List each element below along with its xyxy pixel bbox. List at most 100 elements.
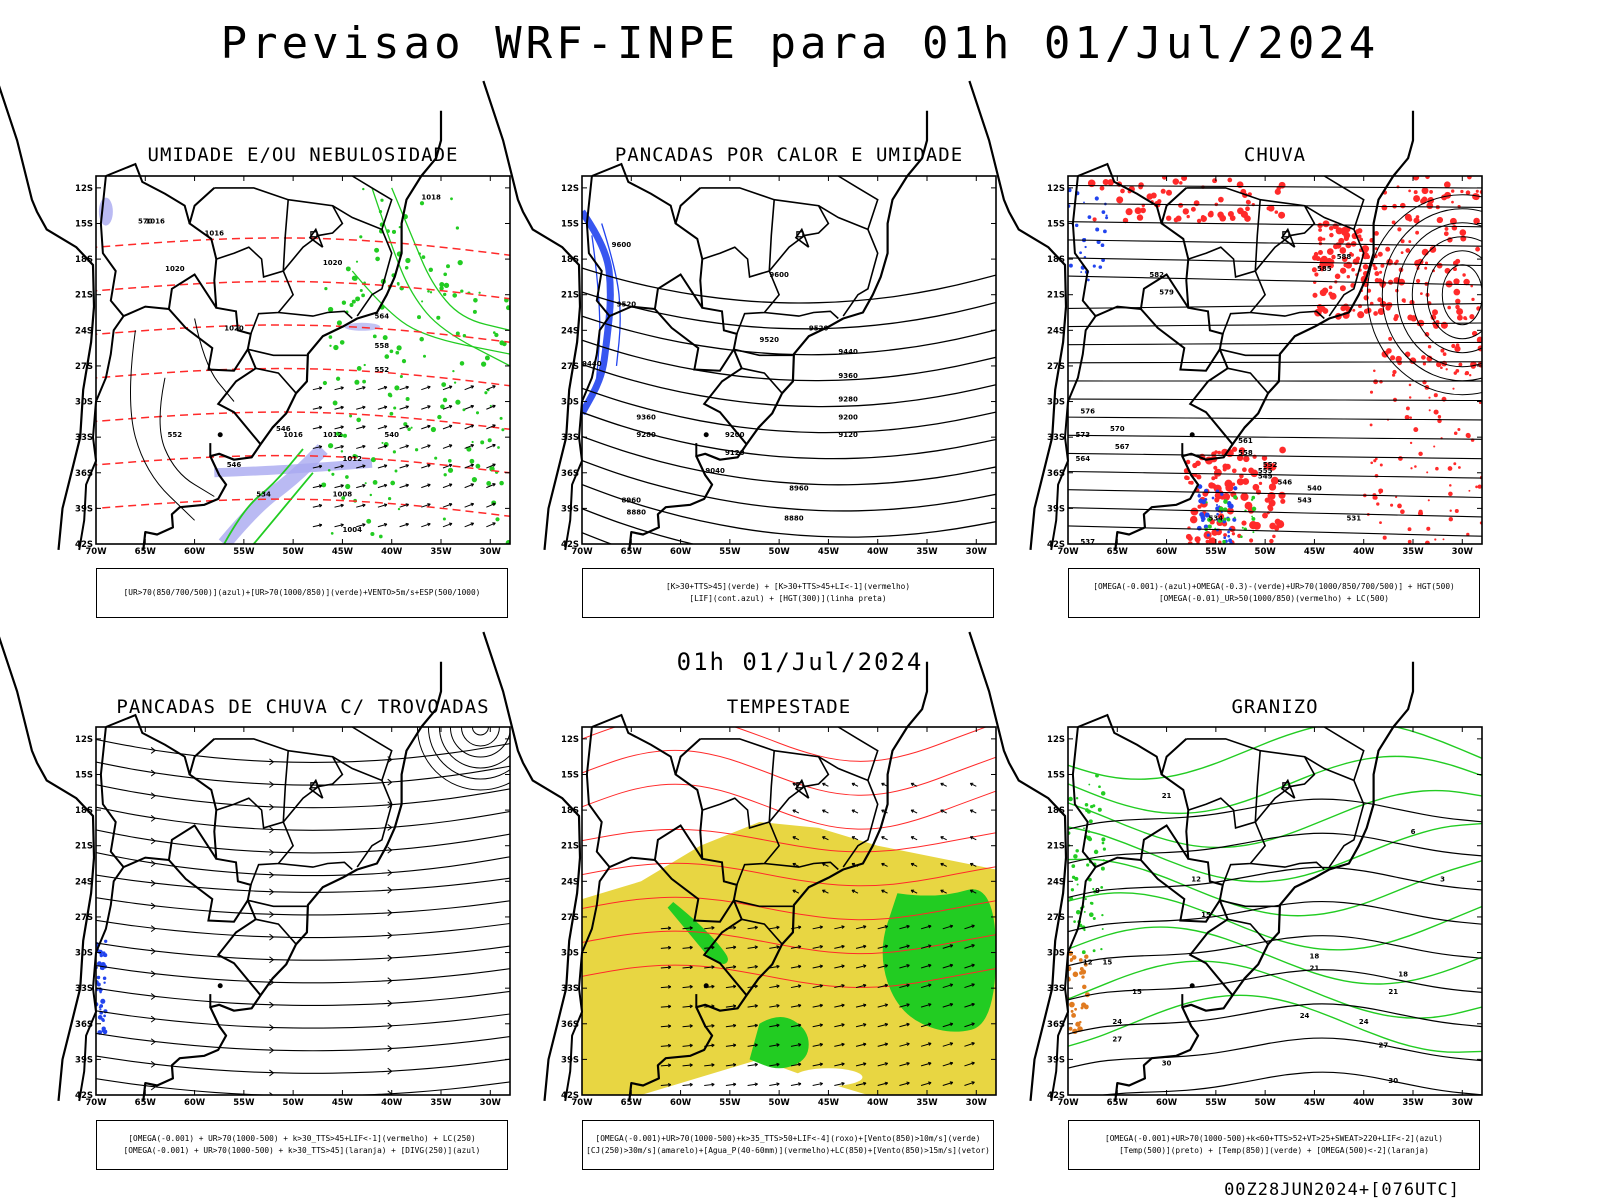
temp500-contour xyxy=(1099,1071,1482,1095)
rain-cells xyxy=(1440,348,1445,353)
rain-cells xyxy=(1208,537,1217,544)
lon-label: 60W xyxy=(1156,547,1178,557)
rain-cells xyxy=(1185,459,1191,465)
thickness-contour xyxy=(96,498,510,518)
rain-cells xyxy=(1404,414,1410,420)
lon-label: 35W xyxy=(1402,547,1424,557)
lat-label: 42S xyxy=(1047,540,1065,550)
humidity-1000-cells xyxy=(349,414,353,418)
wind-arrow xyxy=(863,944,867,949)
omega500-cells xyxy=(1074,1007,1078,1011)
wind-arrow xyxy=(949,983,954,987)
state-border xyxy=(837,175,879,230)
omega-strong-cells xyxy=(1223,499,1228,504)
humidity-1000-cells xyxy=(480,361,487,367)
rain-cells xyxy=(1374,230,1379,236)
wind-arrow xyxy=(704,927,715,930)
state-border xyxy=(308,227,324,248)
coastline xyxy=(1114,661,1415,1102)
panel-chuva: CHUVA xyxy=(1068,144,1482,614)
rain-cells xyxy=(1463,278,1470,286)
contour-label: 12 xyxy=(1083,958,1093,966)
basemap xyxy=(968,631,1415,1102)
humidity-1000-cells xyxy=(446,264,450,269)
wind-arrow xyxy=(881,862,885,867)
streamline-arrow xyxy=(269,1024,275,1032)
wind-vectors xyxy=(312,385,496,528)
wind-arrow xyxy=(920,925,932,930)
anticyclone-streamline xyxy=(438,727,510,769)
rain-cells xyxy=(1189,480,1194,485)
wind-arrow xyxy=(776,1082,780,1087)
wind-arrow xyxy=(942,944,953,949)
run-timestamp: 00Z28JUN2024+[076UTC] xyxy=(1224,1180,1460,1200)
lon-label: 70W xyxy=(85,1098,107,1108)
humidity-1000-cells xyxy=(487,438,492,443)
contour-label: 6 xyxy=(1411,828,1416,836)
rain-cells xyxy=(1468,373,1472,377)
wind-arrow xyxy=(312,387,322,391)
rain-cells xyxy=(1404,351,1411,358)
wind-arrow xyxy=(492,443,496,448)
wind-arrow xyxy=(910,809,918,814)
humidity-1000-cells xyxy=(328,335,333,339)
streamline xyxy=(96,829,510,854)
streamline-arrow xyxy=(387,999,393,1007)
state-border xyxy=(1219,348,1279,357)
wind-arrow xyxy=(881,836,888,841)
lake-marker xyxy=(1189,432,1195,438)
wind-arrow xyxy=(964,1003,975,1008)
rain-cells xyxy=(1453,462,1457,466)
lon-label: 60W xyxy=(670,1098,692,1108)
rain-cells xyxy=(1355,229,1360,235)
rain-cells xyxy=(1374,473,1379,478)
contour-label: 588 xyxy=(1337,253,1352,261)
contour-label: 18 xyxy=(1310,952,1320,960)
rain-cells xyxy=(1457,204,1461,209)
wind-arrow xyxy=(470,424,475,428)
streamline-arrow xyxy=(269,1069,275,1077)
wind-arrow xyxy=(877,1082,888,1086)
omega-strong-cells xyxy=(1251,495,1256,500)
wind-arrow xyxy=(383,385,388,390)
wind-arrow xyxy=(971,1061,975,1066)
rain-cells xyxy=(1469,314,1475,320)
contour-label: 12 xyxy=(1191,875,1201,883)
wind-arrow xyxy=(928,963,932,968)
rain-cells xyxy=(1443,181,1451,189)
humidity-1000-cells xyxy=(345,475,349,479)
rain-cells xyxy=(1475,189,1479,193)
rain-cells xyxy=(1268,463,1277,471)
plot-area xyxy=(96,727,510,1095)
rain-cells xyxy=(1410,467,1413,470)
wind-arrow xyxy=(486,463,496,469)
rain-cells xyxy=(1420,292,1423,295)
rain-cells xyxy=(1435,466,1439,471)
lat-label: 12S xyxy=(75,735,93,745)
state-border xyxy=(351,726,393,781)
lat-label: 21S xyxy=(561,842,579,852)
wind-arrow xyxy=(405,405,409,409)
omega500-cells xyxy=(1081,1002,1087,1008)
streamline xyxy=(96,1078,510,1095)
rain-cells xyxy=(1408,396,1412,399)
wind-arrow xyxy=(812,1004,823,1008)
wind-arrow xyxy=(964,983,975,989)
contour-label: 9360 xyxy=(838,372,858,380)
omega-cells xyxy=(1227,534,1231,538)
humidity-1000-cells xyxy=(327,443,334,449)
rain-cells xyxy=(1239,473,1244,479)
humidity-1000-cells xyxy=(455,399,461,405)
wind-arrow xyxy=(834,965,845,969)
lon-label: 30W xyxy=(966,1098,988,1108)
humidity-1000-cells xyxy=(457,259,463,266)
hgt300-contour xyxy=(582,387,996,434)
streamline-arrow xyxy=(269,1092,274,1095)
wind-arrow xyxy=(819,984,823,988)
contour-label: 18 xyxy=(1398,970,1408,978)
lc850-contour xyxy=(582,964,996,989)
humidity-1000-cells xyxy=(396,345,402,351)
rain-cells xyxy=(1448,491,1453,497)
contour-label: 552 xyxy=(1263,461,1278,469)
wind-arrow xyxy=(732,1004,737,1008)
